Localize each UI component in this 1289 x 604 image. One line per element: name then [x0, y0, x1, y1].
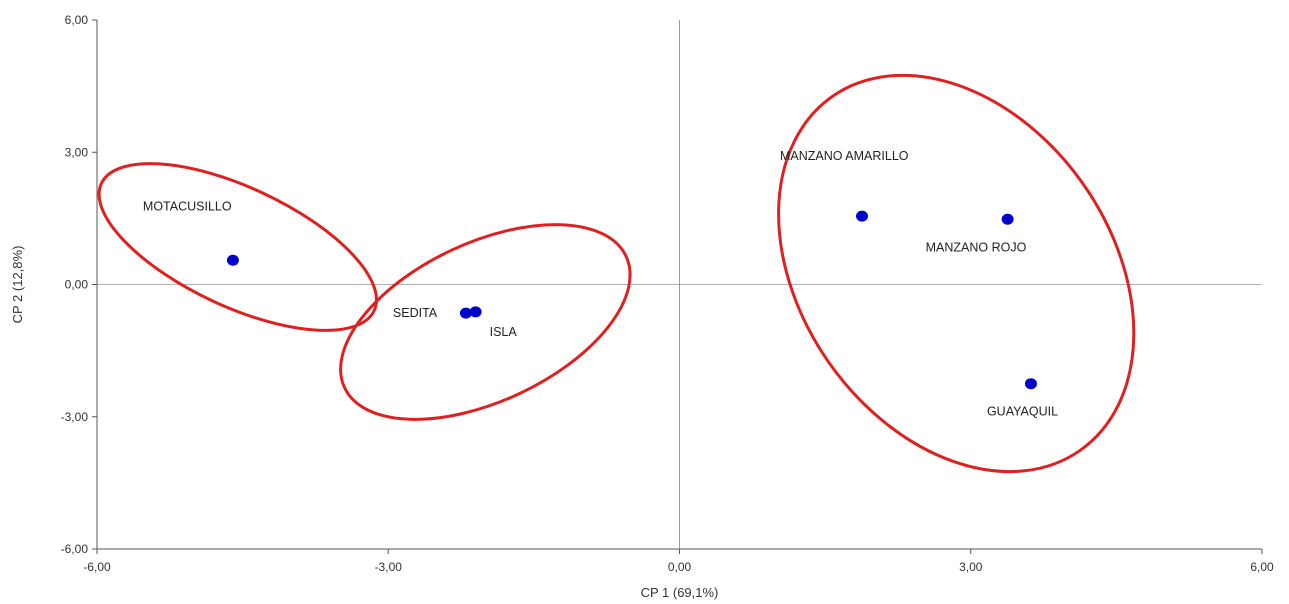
- y-axis-title: CP 2 (12,8%): [10, 246, 25, 324]
- y-tick-label: 3,00: [65, 145, 89, 159]
- y-tick-label: 6,00: [65, 13, 89, 27]
- y-tick-label: -6,00: [61, 542, 89, 556]
- point-label: MANZANO ROJO: [926, 240, 1027, 254]
- data-point: [1024, 378, 1037, 390]
- data-point: [226, 254, 239, 266]
- x-tick-label: 6,00: [1250, 560, 1274, 574]
- point-labels: MOTACUSILLO SEDITA ISLA MANZANO AMARILLO MAN…: [143, 149, 1058, 419]
- y-tick-label: 0,00: [65, 278, 89, 292]
- point-label: SEDITA: [393, 306, 438, 320]
- point-label: ISLA: [490, 325, 518, 339]
- x-axis-ticks: -6,00 -3,00 0,00 3,00 6,00: [83, 549, 1274, 574]
- x-tick-label: -6,00: [83, 560, 111, 574]
- point-label: GUAYAQUIL: [987, 405, 1058, 419]
- x-tick-label: 0,00: [668, 560, 692, 574]
- group-outlines: [97, 73, 1136, 474]
- axes: [96, 20, 1262, 550]
- point-label: MANZANO AMARILLO: [780, 149, 909, 163]
- data-point: [459, 307, 472, 319]
- data-points: [226, 210, 1037, 390]
- data-point: [856, 210, 869, 222]
- data-point: [469, 306, 482, 318]
- group-ellipse: [97, 162, 378, 332]
- y-tick-label: -3,00: [61, 410, 89, 424]
- x-tick-label: 3,00: [959, 560, 983, 574]
- group-ellipse: [777, 73, 1136, 474]
- x-tick-label: -3,00: [375, 560, 403, 574]
- y-axis-ticks: -6,00 -3,00 0,00 3,00 6,00: [61, 13, 97, 556]
- point-label: MOTACUSILLO: [143, 199, 232, 213]
- data-point: [1001, 213, 1014, 225]
- x-axis-title: CP 1 (69,1%): [641, 585, 719, 600]
- group-ellipse: [339, 223, 632, 421]
